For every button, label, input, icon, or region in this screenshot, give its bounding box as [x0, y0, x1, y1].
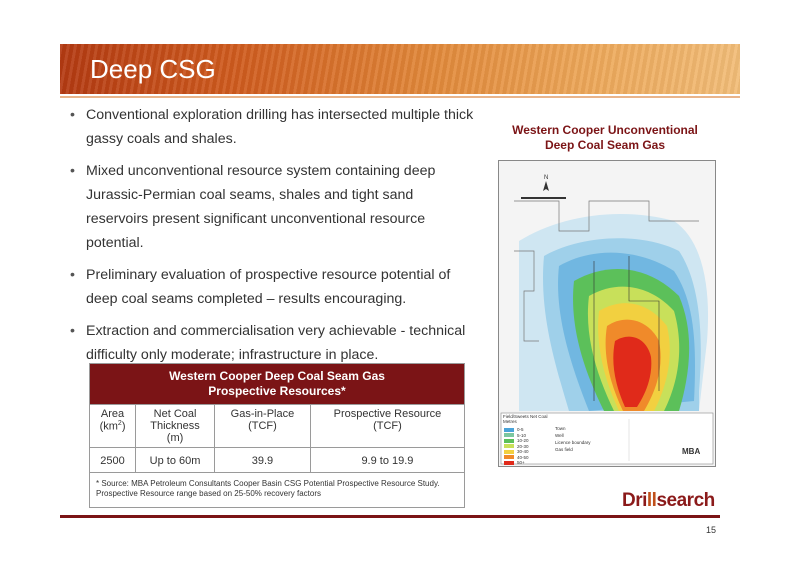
cell-gas-in-place: 39.9 — [214, 447, 311, 473]
footer-rule — [60, 515, 720, 518]
table-header-row: Area (km2) Net Coal Thickness (m) Gas-in… — [88, 404, 466, 448]
logo-part2: search — [656, 490, 715, 511]
header-thickness-line3: (m) — [166, 432, 184, 444]
legend-swatch — [504, 455, 514, 459]
mba-logo: MBA — [682, 447, 701, 456]
cell-prospective-resource: 9.9 to 19.9 — [309, 447, 466, 473]
coal-seam-map: N Field/Sweets Net Coal Metres 0-5 5-10 10… — [498, 160, 716, 467]
logo-accent: ll — [646, 490, 657, 511]
footnote-line1: * Source: MBA Petroleum Consultants Coop… — [96, 479, 440, 488]
legend-item: 30-40 — [504, 449, 529, 454]
legend-swatch — [504, 433, 514, 437]
header-area: Area (km2) — [88, 404, 137, 448]
legend-label: 20-30 — [517, 443, 529, 449]
title-banner: Deep CSG — [60, 44, 740, 94]
header-area-unit: (km — [99, 420, 118, 433]
header-area-line1: Area — [100, 408, 125, 420]
table-title: Western Cooper Deep Coal Seam Gas Prospe… — [89, 363, 465, 405]
legend-label: 10-20 — [517, 438, 529, 443]
bullet-item: Preliminary evaluation of prospective re… — [68, 263, 478, 311]
legend-label: 50+ — [517, 460, 525, 465]
header-pr-line1: Prospective Resource — [333, 408, 442, 420]
table-title-line2: Prospective Resources* — [208, 384, 346, 398]
legend-item: 0-5 — [504, 427, 529, 432]
header-gip-line1: Gas-in-Place — [230, 408, 295, 420]
legend-title: Field/Sweets Net Coal — [503, 414, 548, 419]
table-title-line1: Western Cooper Deep Coal Seam Gas — [169, 369, 385, 383]
header-gas-in-place: Gas-in-Place (TCF) — [214, 404, 311, 448]
header-thickness-line2: Thickness — [150, 420, 200, 432]
cell-thickness: Up to 60m — [135, 447, 216, 473]
banner-underline — [60, 96, 740, 98]
legend-subtitle: Metres — [503, 419, 517, 424]
legend-swatch — [504, 438, 514, 443]
map-title: Western Cooper Unconventional Deep Coal … — [490, 123, 720, 153]
legend-items: 0-5 5-10 10-20 20-30 30-40 40-50 50+ — [504, 427, 529, 466]
legend-symbol-town: Town — [555, 426, 566, 431]
legend-swatch — [504, 460, 514, 465]
table-footnote: * Source: MBA Petroleum Consultants Coop… — [89, 472, 465, 508]
bullet-item: Extraction and commercialisation very ac… — [68, 319, 478, 367]
legend-item: 50+ — [504, 460, 529, 465]
table-row: 2500 Up to 60m 39.9 9.9 to 19.9 — [88, 447, 466, 473]
bullet-item: Conventional exploration drilling has in… — [68, 103, 478, 151]
page-number: 15 — [706, 525, 717, 535]
bullet-list: Conventional exploration drilling has in… — [68, 103, 478, 375]
legend-swatch — [504, 427, 514, 432]
legend-label: 0-5 — [517, 427, 524, 432]
legend-symbol-well: Well — [555, 433, 564, 438]
logo-part1: Dri — [622, 490, 647, 511]
drillsearch-logo: Drillsearch — [622, 490, 715, 512]
cell-area: 2500 — [88, 447, 137, 473]
header-thickness-line1: Net Coal — [153, 408, 197, 420]
legend-item: 10-20 — [504, 438, 529, 443]
resources-table: Western Cooper Deep Coal Seam Gas Prospe… — [88, 363, 466, 508]
banner-texture — [60, 44, 740, 94]
map-title-line2: Deep Coal Seam Gas — [544, 138, 666, 152]
legend-item: 5-10 — [504, 433, 529, 438]
header-gip-line2: (TCF) — [248, 420, 277, 432]
legend-label: 5-10 — [517, 432, 527, 438]
map-legend: Field/Sweets Net Coal Metres — [503, 414, 548, 424]
header-pr-line2: (TCF) — [373, 420, 402, 432]
map-title-line1: Western Cooper Unconventional — [512, 123, 698, 137]
legend-swatch — [504, 444, 514, 448]
footnote-line2: Prospective Resource range based on 25-5… — [96, 489, 322, 498]
legend-symbol-boundary: Licence boundary — [555, 440, 591, 445]
legend-item: 20-30 — [504, 444, 529, 449]
legend-symbol-gasfield: Gas field — [555, 447, 573, 452]
slide-title: Deep CSG — [90, 54, 216, 84]
legend-symbols: Town Well Licence boundary Gas field — [555, 425, 591, 453]
header-thickness: Net Coal Thickness (m) — [135, 404, 216, 448]
legend-item: 40-50 — [504, 455, 529, 460]
legend-swatch — [504, 449, 514, 454]
legend-label: 30-40 — [517, 449, 529, 454]
header-area-close: ) — [121, 420, 126, 433]
bullet-item: Mixed unconventional resource system con… — [68, 159, 478, 255]
legend-label: 40-50 — [517, 454, 529, 460]
svg-text:N: N — [544, 175, 548, 181]
header-prospective-resource: Prospective Resource (TCF) — [309, 404, 466, 448]
header-area-sup: 2 — [117, 420, 122, 427]
map-graphic: N — [499, 161, 715, 466]
